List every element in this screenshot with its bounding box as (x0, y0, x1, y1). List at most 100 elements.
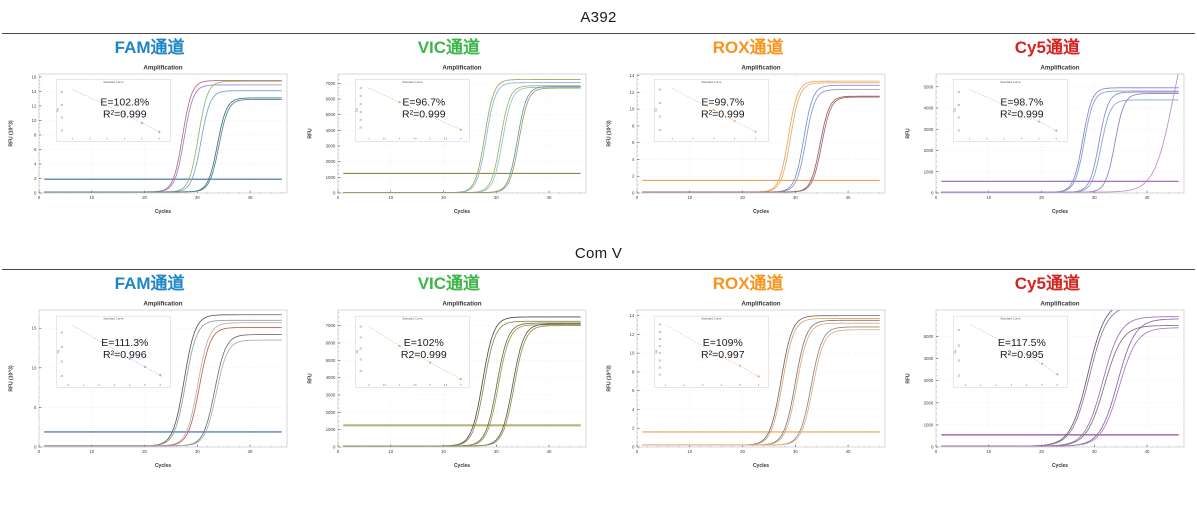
svg-text:0: 0 (34, 445, 37, 450)
panel-cell: 0 10 20 30 40 0 1000 2000 3000 4000 5000 6000 7000 Am… (299, 61, 598, 217)
channel-title-rox: ROX通道 (712, 274, 784, 293)
svg-text:12: 12 (630, 90, 635, 95)
svg-text:Cq: Cq (654, 350, 658, 354)
svg-text:6: 6 (758, 384, 760, 387)
efficiency-value: E=109% (703, 337, 743, 349)
svg-text:Standard Curve: Standard Curve (701, 80, 722, 84)
panel-cell: 0 10 20 30 40 0 1000 2000 3000 4000 5000 6000 7000 Am… (299, 297, 598, 471)
svg-text:5: 5 (34, 405, 37, 410)
efficiency-value: E=98.7% (1001, 96, 1044, 108)
channel-title-rox: ROX通道 (712, 38, 784, 57)
svg-text:16: 16 (31, 74, 36, 79)
svg-text:Cq: Cq (355, 350, 359, 354)
svg-text:26: 26 (359, 127, 362, 130)
svg-text:15: 15 (31, 326, 36, 331)
svg-text:8: 8 (34, 132, 37, 137)
svg-text:14: 14 (630, 313, 635, 318)
svg-text:0: 0 (37, 449, 40, 454)
svg-text:Cq: Cq (953, 108, 957, 112)
svg-text:4000: 4000 (924, 356, 934, 361)
svg-text:35: 35 (958, 344, 961, 347)
svg-text:35: 35 (659, 102, 662, 105)
r-squared-value: R²=0.999 (402, 108, 446, 120)
svg-text:Cycles: Cycles (753, 463, 769, 469)
amplification-plot: 0 10 20 30 400246810121416AmplificationCycle… (8, 65, 287, 215)
svg-text:36: 36 (359, 87, 362, 90)
svg-text:0: 0 (333, 191, 336, 196)
amplification-plot: 0 10 20 30 40 0 1000 2000 3000 4000 5000 Amplificat… (906, 65, 1185, 215)
svg-text:5000: 5000 (924, 84, 934, 89)
svg-text:28: 28 (359, 370, 362, 373)
svg-text:6: 6 (632, 140, 635, 145)
row-title-com-v: Com V (574, 245, 623, 262)
svg-text:0: 0 (67, 384, 69, 387)
svg-text:5000: 5000 (325, 112, 335, 117)
svg-text:Cycles: Cycles (155, 209, 171, 215)
svg-text:Standard Curve: Standard Curve (402, 80, 423, 84)
svg-text:20: 20 (740, 195, 745, 200)
svg-text:0: 0 (636, 195, 639, 200)
svg-text:10: 10 (987, 449, 992, 454)
svg-text:6: 6 (158, 138, 160, 141)
svg-text:Cycles: Cycles (1052, 209, 1068, 215)
svg-text:2: 2 (996, 384, 998, 387)
svg-text:7000: 7000 (325, 81, 335, 86)
svg-text:Standard Curve: Standard Curve (103, 80, 124, 84)
svg-text:Cq: Cq (55, 350, 59, 354)
svg-text:40: 40 (659, 89, 662, 92)
svg-text:40: 40 (247, 195, 252, 200)
svg-text:2000: 2000 (924, 400, 934, 405)
svg-text:0: 0 (935, 449, 938, 454)
r-squared-value: R²=0.999 (103, 108, 147, 120)
svg-text:35: 35 (60, 346, 63, 349)
svg-text:Standard Curve: Standard Curve (402, 317, 423, 321)
efficiency-value: E=117.5% (998, 337, 1046, 349)
svg-text:Standard Curve: Standard Curve (103, 317, 124, 321)
svg-text:3: 3 (113, 384, 115, 387)
svg-text:30: 30 (194, 195, 199, 200)
svg-text:2000: 2000 (924, 148, 934, 153)
svg-text:3: 3 (693, 138, 695, 141)
svg-text:6: 6 (632, 388, 635, 393)
channel-title-vic: VIC通道 (417, 38, 481, 57)
svg-text:RFU: RFU (307, 373, 313, 384)
r-squared-value: R2=0.999 (401, 349, 447, 361)
svg-text:10: 10 (388, 449, 393, 454)
svg-text:4: 4 (129, 384, 131, 387)
svg-text:40: 40 (247, 449, 252, 454)
svg-text:3000: 3000 (325, 392, 335, 397)
svg-text:Cycles: Cycles (454, 209, 470, 215)
svg-text:25: 25 (60, 129, 63, 132)
channel-titles-row-0: FAM通道 VIC通道 ROX通道 Cy5通道 (0, 37, 1197, 58)
r-squared-value: R²=0.999 (701, 108, 745, 120)
svg-text:1: 1 (83, 384, 85, 387)
svg-text:5: 5 (429, 138, 431, 141)
svg-text:Standard Curve: Standard Curve (1001, 80, 1022, 84)
svg-text:1000: 1000 (325, 175, 335, 180)
svg-text:4: 4 (124, 138, 126, 141)
svg-text:4.5: 4.5 (413, 384, 417, 387)
svg-text:6: 6 (1056, 138, 1058, 141)
svg-text:30: 30 (793, 449, 798, 454)
svg-text:0: 0 (931, 445, 934, 450)
svg-text:34: 34 (659, 345, 662, 348)
svg-text:10: 10 (31, 365, 36, 370)
svg-text:1000: 1000 (924, 169, 934, 174)
svg-text:40: 40 (958, 91, 961, 94)
svg-text:Cq: Cq (654, 108, 658, 112)
svg-text:1000: 1000 (924, 422, 934, 427)
svg-text:2: 2 (632, 426, 635, 431)
svg-text:Cycles: Cycles (1052, 463, 1068, 469)
svg-text:10: 10 (987, 195, 992, 200)
svg-text:40: 40 (60, 332, 63, 335)
channel-titles-row-1: FAM通道 VIC通道 ROX通道 Cy5通道 (0, 273, 1197, 294)
svg-text:Cq: Cq (953, 350, 957, 354)
r-squared-value: R²=0.997 (701, 349, 745, 361)
svg-text:Amplification: Amplification (1041, 301, 1080, 308)
svg-text:30: 30 (958, 360, 961, 363)
svg-text:32: 32 (659, 352, 662, 355)
svg-text:5: 5 (739, 384, 741, 387)
svg-text:RFU: RFU (307, 128, 313, 139)
svg-text:10: 10 (687, 449, 692, 454)
